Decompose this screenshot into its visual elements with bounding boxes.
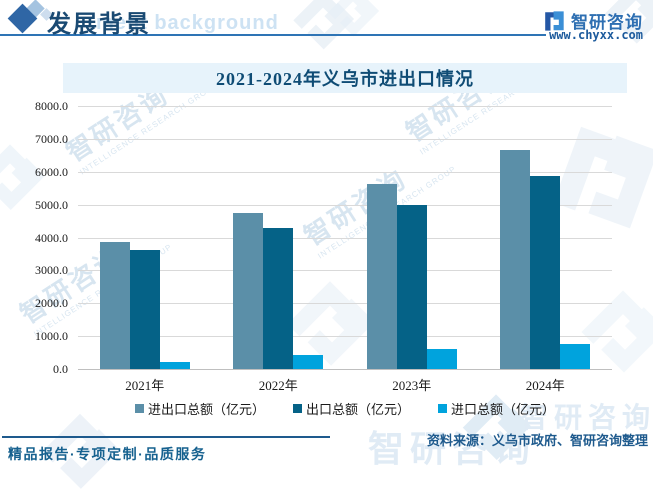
bar-import — [293, 355, 324, 370]
x-tick-label: 2022年 — [258, 378, 298, 393]
bar-import — [426, 349, 457, 370]
gridline — [78, 138, 612, 140]
source-note: 资料来源：义乌市政府、智研咨询整理 — [426, 433, 648, 448]
header-watermark-english: ment background — [96, 12, 279, 34]
gridline — [78, 270, 612, 272]
bar-group-2024年 — [479, 107, 613, 370]
bar-total — [233, 213, 264, 370]
watermark-logo-tile — [293, 0, 355, 51]
bar-export — [263, 228, 294, 370]
legend-marker-icon — [134, 404, 144, 413]
legend-label: 进出口总额（亿元） — [147, 402, 265, 417]
x-tick-label: 2023年 — [392, 378, 432, 393]
bar-total — [500, 150, 531, 370]
legend-item-export: 出口总额（亿元） — [292, 399, 410, 418]
x-tick-label: 2024年 — [525, 378, 565, 393]
plot-area — [78, 106, 613, 370]
y-tick-label: 8000.0 — [35, 99, 68, 113]
brand-website-link[interactable]: www.chyxx.com — [549, 28, 643, 42]
y-tick-label: 5000.0 — [35, 197, 68, 212]
y-tick-label: 4000.0 — [35, 230, 68, 245]
bar-group-2021年 — [78, 107, 212, 370]
bar-export — [129, 250, 160, 370]
bar-import — [159, 362, 190, 370]
brand-logo-icon — [545, 10, 564, 31]
header-divider — [0, 34, 546, 36]
x-tick-label: 2021年 — [125, 378, 165, 393]
legend-item-import: 进口总额（亿元） — [438, 399, 555, 418]
bar-total — [99, 242, 130, 370]
footer-slogan: 精品报告·专项定制·品质服务 — [8, 446, 207, 462]
x-axis-line — [78, 369, 612, 370]
y-tick-label: 0.0 — [53, 362, 68, 376]
bar-export — [396, 205, 427, 370]
y-axis: 0.0 1000.0 2000.0 3000.0 4000.0 5000.0 6000.0 7… — [0, 99, 72, 376]
y-tick-label: 3000.0 — [35, 263, 68, 278]
y-tick-label: 1000.0 — [35, 329, 68, 344]
gridline — [78, 237, 612, 239]
bar-group-2023年 — [345, 107, 479, 370]
page-title: 发展背景 — [47, 12, 151, 38]
bar-export — [530, 176, 561, 370]
gridline — [78, 106, 612, 107]
y-tick-label: 7000.0 — [35, 131, 68, 146]
bar-total — [366, 184, 397, 370]
y-tick-label: 2000.0 — [35, 296, 68, 311]
bar-group-2022年 — [212, 107, 346, 370]
gridline — [78, 204, 612, 206]
chart-legend: 进出口总额（亿元） 出口总额（亿元） 进口总额（亿元） — [63, 399, 627, 418]
x-axis-labels: 2021年 2022年 2023年 2024年 — [78, 375, 612, 394]
legend-label: 出口总额（亿元） — [305, 402, 410, 417]
legend-marker-icon — [438, 404, 447, 413]
gridline — [78, 171, 612, 173]
source-divider — [2, 436, 330, 438]
legend-label: 进口总额（亿元） — [451, 402, 556, 417]
y-tick-label: 6000.0 — [35, 164, 68, 179]
chart-title: 2021-2024年义乌市进出口情况 — [216, 69, 474, 89]
legend-marker-icon — [292, 404, 302, 413]
chart-title-bar: 2021-2024年义乌市进出口情况 — [63, 63, 627, 93]
bar-import — [560, 344, 591, 370]
legend-item-total: 进出口总额（亿元） — [134, 399, 265, 418]
